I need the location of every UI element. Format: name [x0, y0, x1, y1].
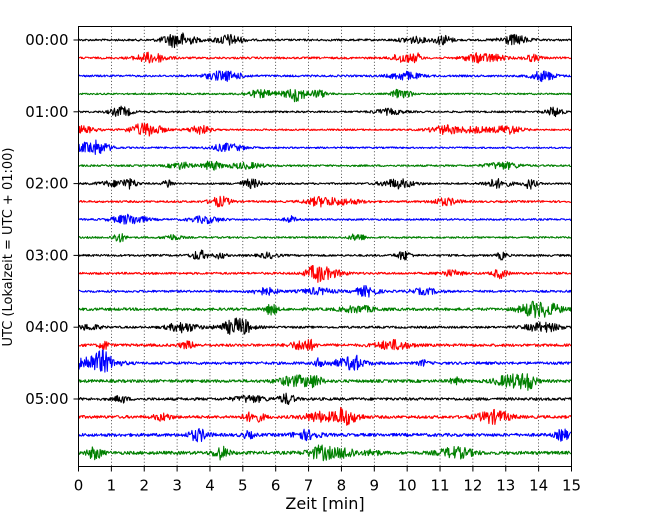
x-tick-label: 12 [463, 477, 482, 495]
trace-0200 [78, 177, 572, 190]
x-tick-label: 6 [271, 477, 281, 495]
trace-0545 [77, 444, 572, 462]
y-axis-label: UTC (Lokalzeit = UTC + 01:00) [1, 148, 16, 347]
trace-0530 [78, 428, 572, 443]
trace-0315 [78, 264, 572, 283]
x-tick-label: 9 [370, 477, 380, 495]
x-axis-ticks: 0 1 2 3 4 5 6 7 8 9 10 11 12 13 14 15 [74, 466, 581, 495]
x-tick-label: 13 [496, 477, 515, 495]
y-tick-label: 02:00 [25, 175, 68, 193]
seismogram-traces [77, 32, 572, 462]
trace-0130 [77, 139, 572, 155]
x-tick-label: 10 [398, 477, 417, 495]
x-tick-label: 4 [205, 477, 215, 495]
x-tick-label: 3 [172, 477, 182, 495]
trace-0045 [78, 88, 572, 103]
trace-0300 [78, 249, 572, 261]
x-tick-label: 1 [107, 477, 117, 495]
trace-0100 [78, 105, 572, 118]
y-tick-label: 00:00 [25, 31, 68, 49]
trace-0345 [78, 300, 572, 319]
x-tick-label: 15 [562, 477, 581, 495]
trace-0330 [78, 285, 572, 298]
trace-0000 [77, 32, 572, 49]
x-axis-label: Zeit [min] [285, 494, 364, 513]
trace-0500 [77, 392, 572, 406]
trace-0245 [78, 233, 572, 243]
x-tick-label: 11 [430, 477, 449, 495]
y-tick-label: 01:00 [25, 103, 68, 121]
trace-0145 [78, 160, 572, 171]
x-tick-label: 0 [74, 477, 84, 495]
trace-0030 [77, 70, 572, 83]
trace-0115 [77, 122, 572, 137]
trace-0445 [77, 373, 572, 391]
x-tick-label: 14 [529, 477, 548, 495]
x-tick-label: 5 [238, 477, 248, 495]
trace-0415 [78, 338, 572, 352]
trace-0400 [77, 317, 572, 335]
y-tick-label: 04:00 [25, 318, 68, 336]
trace-0515 [78, 406, 572, 426]
x-tick-label: 8 [337, 477, 347, 495]
trace-0230 [78, 213, 572, 225]
trace-0015 [78, 51, 572, 64]
y-tick-label: 05:00 [25, 390, 68, 408]
trace-0430 [77, 349, 572, 373]
y-axis-ticks: 00:00 01:00 02:00 03:00 04:00 05:00 [25, 31, 79, 408]
y-tick-label: 03:00 [25, 246, 68, 264]
x-tick-label: 2 [139, 477, 149, 495]
plot-frame [78, 26, 572, 467]
trace-0215 [78, 195, 572, 208]
x-tick-label: 7 [304, 477, 314, 495]
